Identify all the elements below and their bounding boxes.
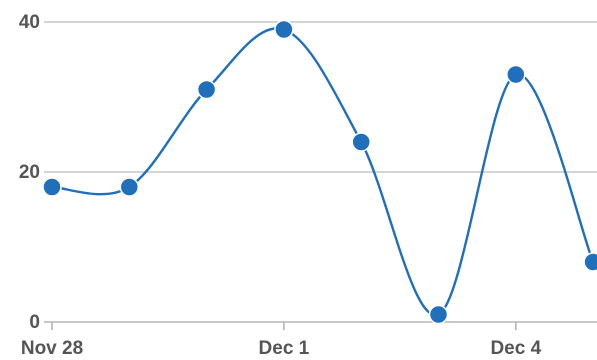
data-point-dec-5 [583, 252, 597, 272]
x-tick-label-3: Dec 1 [259, 338, 310, 359]
data-point-dec-3 [428, 304, 449, 325]
x-tick-label-6: Dec 4 [490, 338, 541, 359]
data-point-dec-4 [506, 64, 526, 85]
y-tick-label-0: 0 [29, 312, 40, 333]
y-axis-tick-labels: 0 20 40 [19, 12, 40, 333]
x-axis: Nov 28 Dec 1 Dec 4 [21, 322, 542, 359]
y-tick-label-20: 20 [19, 162, 40, 183]
grid-lines [44, 21, 597, 323]
data-point-nov-29 [119, 177, 140, 197]
data-point-dec-1 [274, 19, 294, 40]
data-point-nov-30 [196, 79, 217, 100]
data-point-dec-2 [351, 132, 371, 152]
x-tick-label-0: Nov 28 [21, 338, 83, 359]
data-point-nov-28 [42, 177, 62, 197]
series-group [42, 19, 597, 325]
y-tick-label-40: 40 [19, 12, 40, 33]
